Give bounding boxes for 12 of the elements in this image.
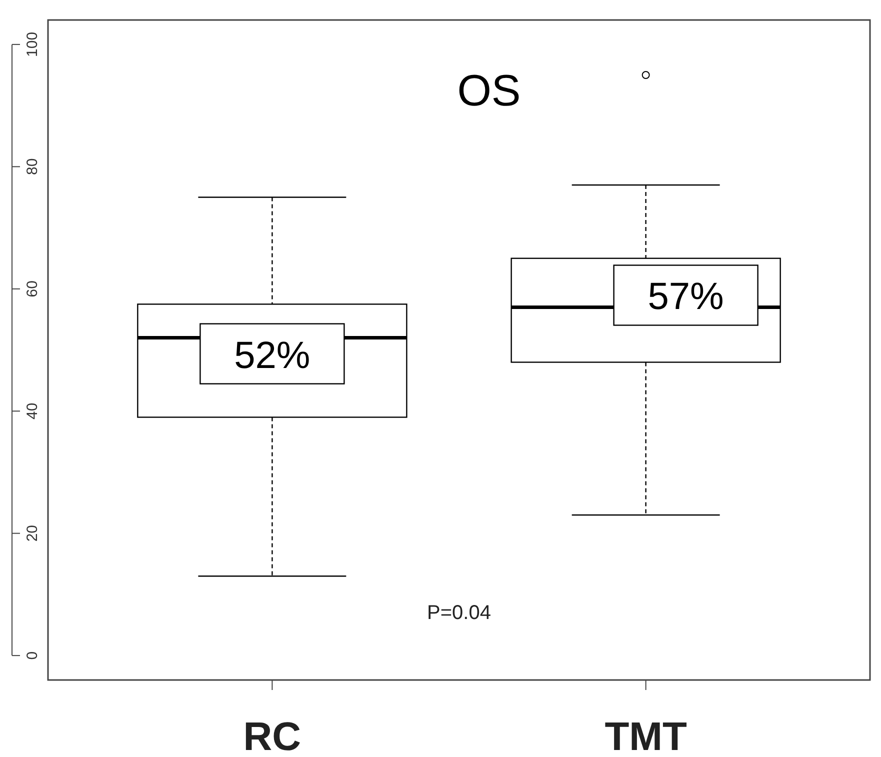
x-tick-label: TMT — [604, 715, 687, 757]
text: OS — [457, 66, 521, 116]
y-tick-label: 80 — [24, 158, 41, 176]
y-tick-label: 40 — [24, 402, 41, 420]
annotation: 52% — [234, 334, 310, 377]
y-tick-label: 0 — [24, 651, 41, 660]
annotation: P=0.04 — [427, 602, 491, 624]
y-tick-label: 20 — [24, 524, 41, 542]
x-tick-label: RC — [243, 715, 302, 757]
y-tick-label: 60 — [24, 280, 41, 298]
y-tick-label: 100 — [24, 32, 41, 57]
annotation: 57% — [648, 276, 724, 318]
